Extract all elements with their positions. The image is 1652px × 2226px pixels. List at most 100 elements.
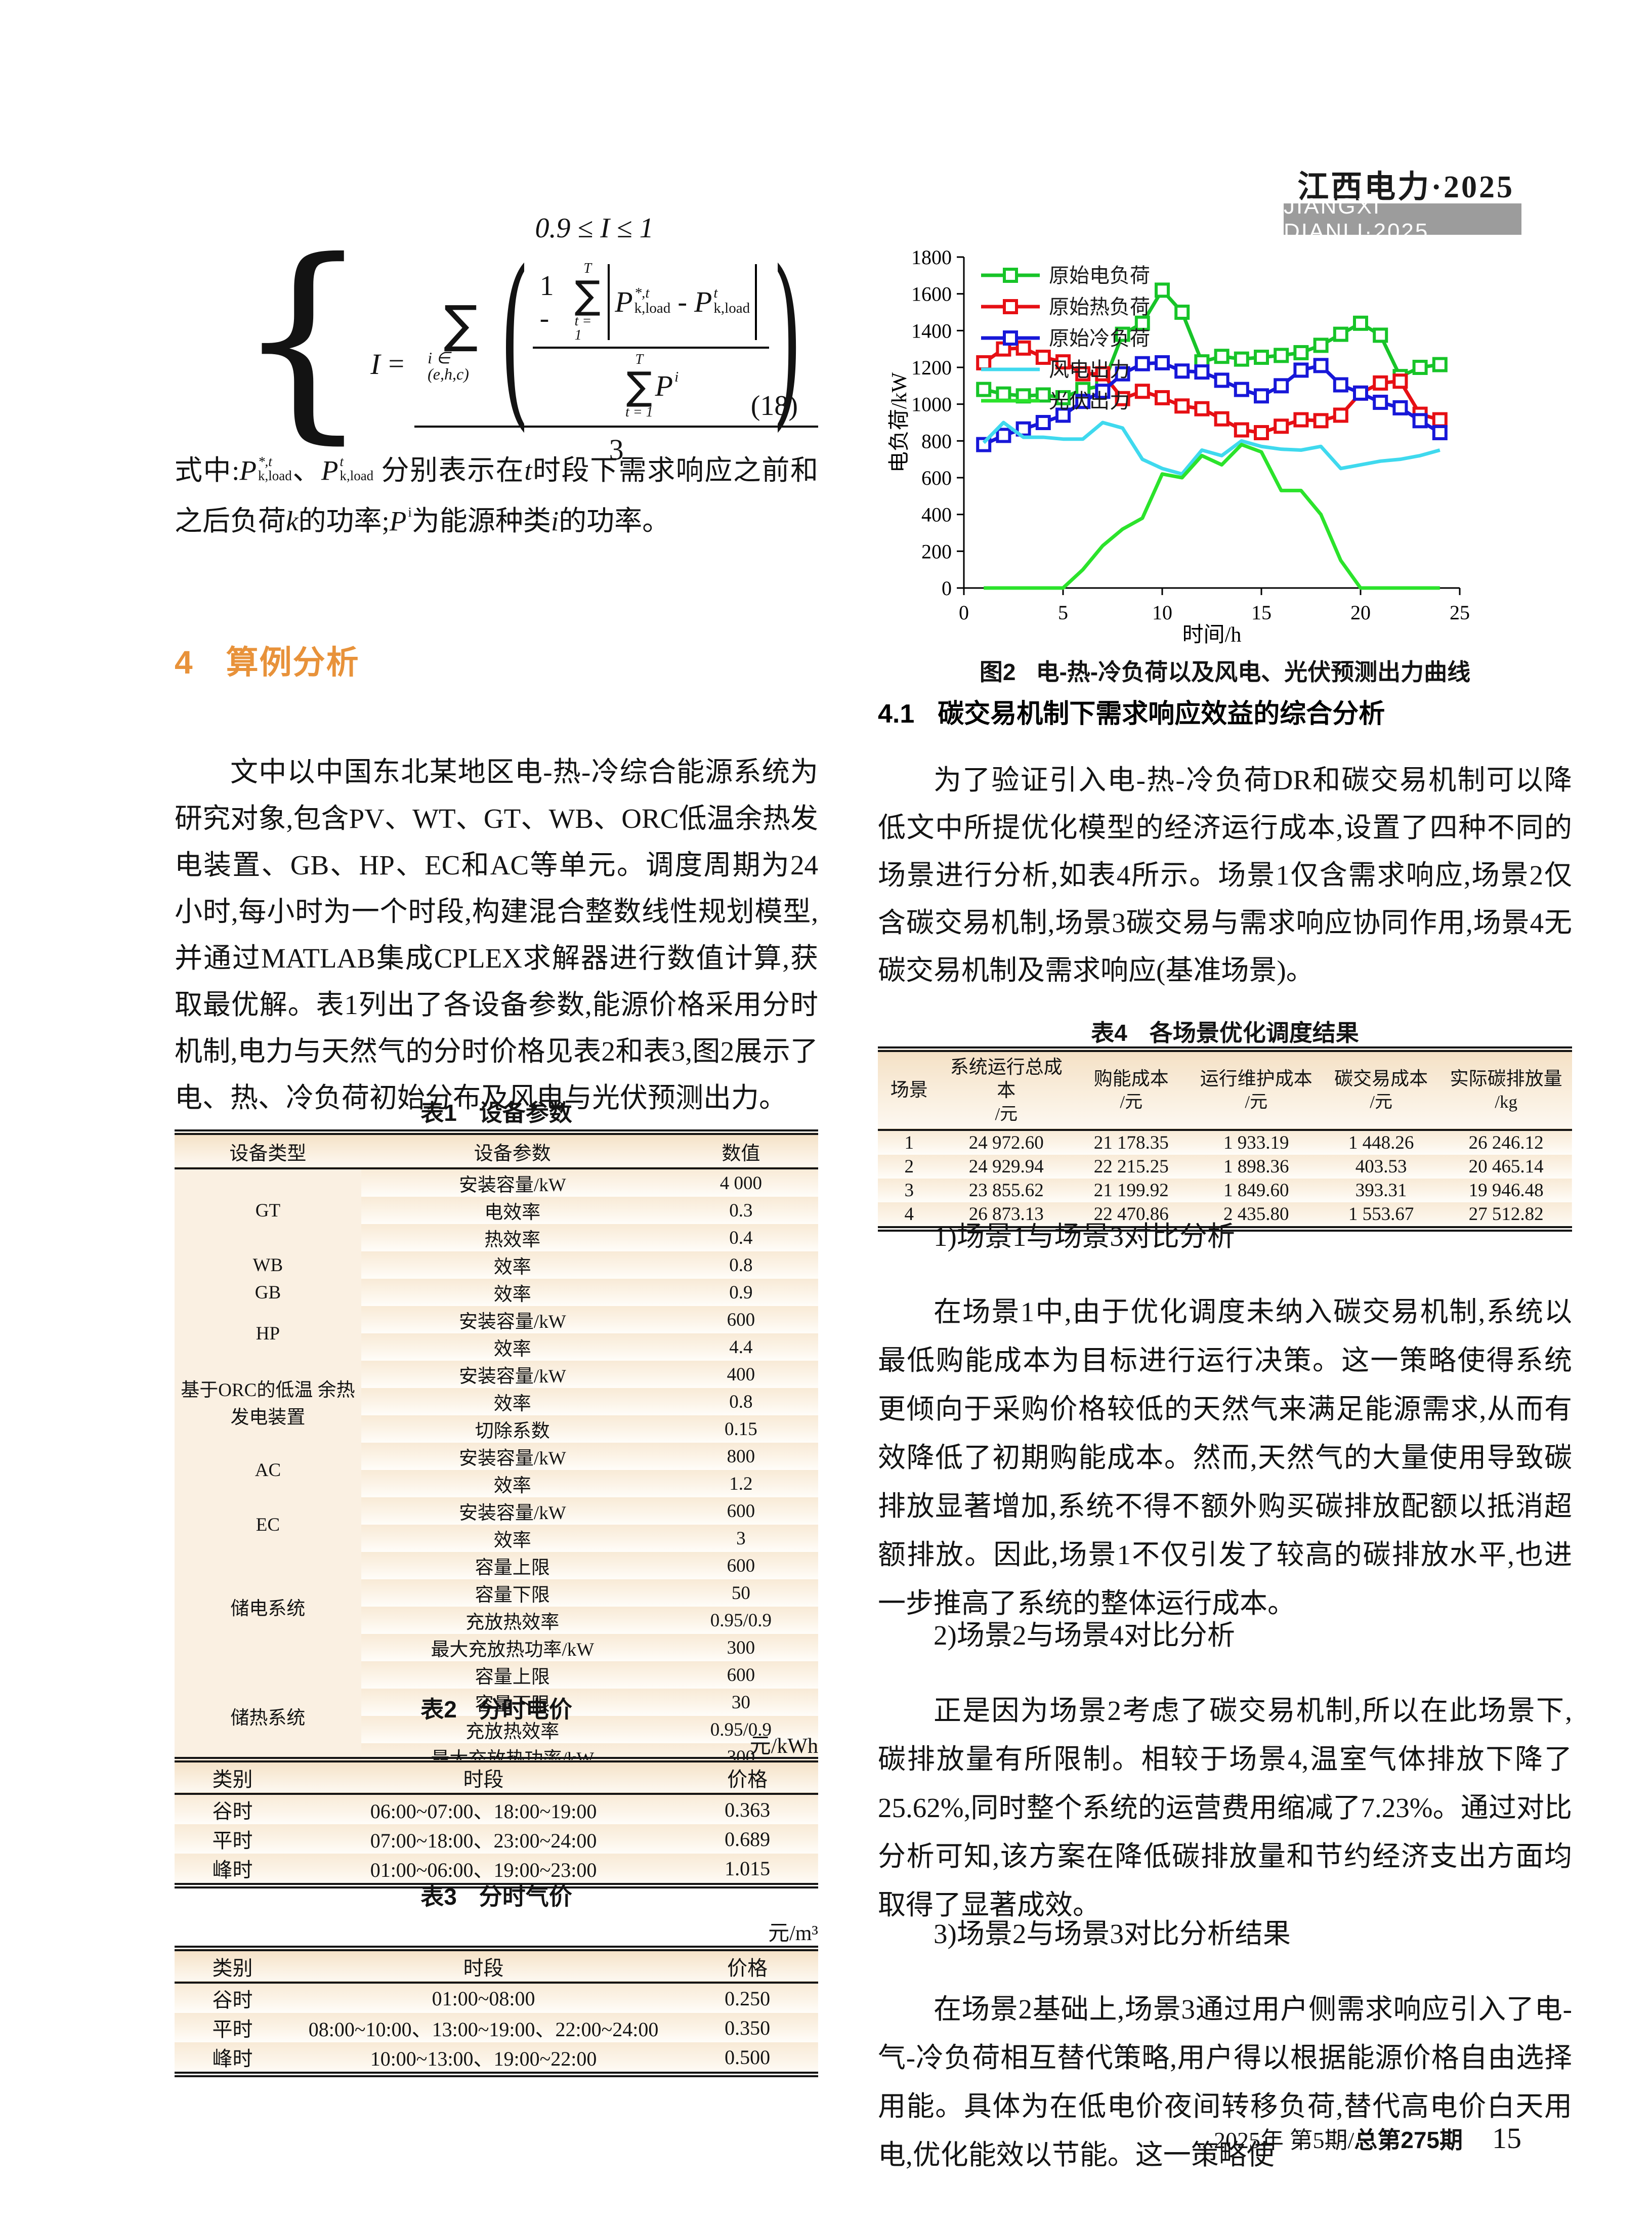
price-cell: 0.350 bbox=[725, 2016, 771, 2039]
table1: 设备类型 设备参数 数值 GT 安装容量/kW 4 000 电效率 0.3 热效率 0.4 W… bbox=[175, 1129, 818, 1776]
svg-text:20: 20 bbox=[1350, 601, 1371, 624]
journal-banner: JIANGXI DIANLI·2025 bbox=[1284, 194, 1521, 244]
table-row: 平时 08:00~10:00、13:00~19:00、22:00~24:00 0.3… bbox=[175, 2013, 818, 2042]
p-before-term: P *,t k,load bbox=[615, 284, 671, 318]
period-cell: 10:00~13:00、19:00~22:00 bbox=[370, 2047, 597, 2070]
value-cell: 22 470.86 bbox=[1093, 1204, 1169, 1225]
param-cell: 效率 bbox=[493, 1394, 531, 1414]
device-cell: 基于ORC的低温 余热发电装置 bbox=[175, 1361, 361, 1443]
figure2-caption: 图2 电-热-冷负荷以及风电、光伏预测出力曲线 bbox=[979, 659, 1471, 685]
brace: { bbox=[235, 215, 371, 463]
param-cell: 效率 bbox=[493, 1339, 531, 1360]
svg-text:600: 600 bbox=[921, 467, 952, 489]
table4-title: 表4 各场景优化调度结果 bbox=[1091, 1020, 1359, 1046]
table-row: 峰时 10:00~13:00、19:00~22:00 0.500 bbox=[175, 2042, 818, 2075]
svg-text:1600: 1600 bbox=[911, 283, 952, 306]
table3-unit: 元/m³ bbox=[768, 1922, 818, 1945]
eq-main: I = ∑ i ∈ (e,h,c) ( 1 - T bbox=[370, 247, 818, 467]
svg-text:1200: 1200 bbox=[911, 356, 952, 379]
table-row: EC 安装容量/kW 600 bbox=[175, 1497, 818, 1552]
scenario-cell: 1 bbox=[904, 1132, 914, 1154]
device-cell: 储热系统 bbox=[175, 1661, 361, 1774]
value-cell: 0.9 bbox=[729, 1282, 753, 1303]
param-cell: 容量下限 bbox=[475, 1585, 550, 1606]
table3: 类别 时段 价格 谷时 01:00~08:00 0.250 平时 08:00~10:00… bbox=[175, 1946, 818, 2077]
price-cell: 0.500 bbox=[725, 2045, 771, 2069]
table-row: 2 24 929.94 22 215.25 1 898.36 403.53 20 465.… bbox=[878, 1155, 1572, 1179]
equation-18: { 0.9 ≤ I ≤ 1 I = ∑ i ∈ (e,h,c) ( 1 bbox=[175, 213, 818, 466]
table1-header-param: 设备参数 bbox=[474, 1143, 551, 1164]
value-cell: 19 946.48 bbox=[1468, 1180, 1544, 1201]
journal-title-year: ·2025 bbox=[1431, 170, 1514, 204]
category-cell: 峰时 bbox=[212, 1859, 253, 1881]
svg-text:时间/h: 时间/h bbox=[1182, 623, 1242, 647]
value-cell: 20 465.14 bbox=[1468, 1156, 1544, 1178]
device-cell: GT bbox=[175, 1168, 361, 1251]
device-cell: WB bbox=[175, 1251, 361, 1279]
page-footer: 2025年 第5期/总第275期 15 bbox=[1214, 2121, 1521, 2155]
param-cell: 效率 bbox=[493, 1257, 531, 1278]
chart-svg: 0 200 400 600 800 1000 1200 1400 1600 1800 0 5 10 15 2… bbox=[888, 246, 1470, 647]
table4-header: 购能成本/元 bbox=[1093, 1069, 1169, 1112]
table-row: 峰时 01:00~06:00、19:00~23:00 1.015 bbox=[175, 1854, 818, 1886]
value-cell: 0.15 bbox=[724, 1418, 757, 1440]
value-cell: 1.2 bbox=[729, 1473, 753, 1494]
param-cell: 容量上限 bbox=[475, 1558, 550, 1578]
param-cell: 效率 bbox=[493, 1476, 531, 1496]
param-cell: 充放热效率 bbox=[465, 1721, 560, 1742]
table-row: 谷时 01:00~08:00 0.250 bbox=[175, 1983, 818, 2013]
svg-text:原始电负荷: 原始电负荷 bbox=[1049, 264, 1150, 287]
value-cell: 27 512.82 bbox=[1468, 1204, 1544, 1225]
period-cell: 07:00~18:00、23:00~24:00 bbox=[370, 1829, 597, 1852]
svg-text:400: 400 bbox=[921, 503, 952, 526]
period-cell: 01:00~08:00 bbox=[432, 1987, 535, 2010]
value-cell: 300 bbox=[727, 1637, 755, 1658]
table-row: AC 安装容量/kW 800 bbox=[175, 1443, 818, 1497]
param-cell: 充放热效率 bbox=[465, 1612, 560, 1633]
scenario-cell: 4 bbox=[904, 1204, 914, 1225]
subheading-scenario-2-4: 2)场景2与场景4对比分析 bbox=[934, 1620, 1235, 1651]
outer-sum: ∑ i ∈ (e,h,c) bbox=[428, 294, 478, 383]
value-cell: 0.8 bbox=[729, 1254, 753, 1276]
param-cell: 容量上限 bbox=[475, 1667, 550, 1688]
svg-text:光伏出力: 光伏出力 bbox=[1049, 390, 1130, 412]
period-cell: 08:00~10:00、13:00~19:00、22:00~24:00 bbox=[308, 2018, 659, 2041]
value-cell: 403.53 bbox=[1355, 1156, 1407, 1178]
value-cell: 0.4 bbox=[729, 1227, 753, 1248]
param-cell: 安装容量/kW bbox=[458, 1175, 566, 1196]
svg-text:原始冷负荷: 原始冷负荷 bbox=[1049, 327, 1150, 350]
table4: 场景 系统运行总成本/元 购能成本/元 运行维护成本/元 碳交易成本/元 实际碳排放量/k… bbox=[878, 1046, 1572, 1232]
param-cell: 切除系数 bbox=[475, 1421, 550, 1442]
device-cell: EC bbox=[175, 1497, 361, 1552]
svg-text:800: 800 bbox=[921, 430, 952, 452]
p-after-term: P t k,load bbox=[694, 284, 750, 318]
table-row: GB 效率 0.9 bbox=[175, 1279, 818, 1306]
value-cell: 0.95/0.9 bbox=[710, 1610, 772, 1631]
footer-issue: 2025年 第5期/ bbox=[1213, 2127, 1354, 2153]
param-cell: 安装容量/kW bbox=[458, 1503, 566, 1524]
value-cell: 30 bbox=[731, 1692, 750, 1713]
svg-text:1800: 1800 bbox=[911, 246, 952, 269]
value-cell: 24 929.94 bbox=[968, 1156, 1044, 1178]
param-cell: 安装容量/kW bbox=[458, 1366, 566, 1387]
table-row: 1 24 972.60 21 178.35 1 933.19 1 448.26 26 24… bbox=[878, 1130, 1572, 1155]
svg-text:5: 5 bbox=[1058, 601, 1068, 624]
value-cell: 2 435.80 bbox=[1223, 1204, 1289, 1225]
value-cell: 24 972.60 bbox=[968, 1132, 1044, 1154]
svg-text:15: 15 bbox=[1251, 601, 1272, 624]
table-row: 储电系统 容量上限 600 bbox=[175, 1552, 818, 1661]
journal-title: 江西电力·2025 bbox=[1297, 161, 1514, 206]
category-cell: 平时 bbox=[212, 1829, 253, 1852]
table-row: WB 效率 0.8 bbox=[175, 1251, 818, 1279]
value-cell: 21 178.35 bbox=[1093, 1132, 1169, 1154]
figure2-chart: 0 200 400 600 800 1000 1200 1400 1600 1800 0 5 10 15 2… bbox=[883, 243, 1480, 648]
table4-header: 碳交易成本/元 bbox=[1334, 1069, 1428, 1112]
section-4-heading: 4 算例分析 bbox=[175, 644, 360, 681]
table4-header: 运行维护成本/元 bbox=[1200, 1069, 1312, 1112]
page-number: 15 bbox=[1492, 2122, 1521, 2155]
table-row: 基于ORC的低温 余热发电装置 安装容量/kW 400 bbox=[175, 1361, 818, 1443]
case-study-paragraph: 文中以中国东北某地区电-热-冷综合能源系统为研究对象,包含PV、WT、GT、WB… bbox=[175, 757, 818, 1113]
price-cell: 0.689 bbox=[725, 1827, 771, 1851]
value-cell: 26 246.12 bbox=[1468, 1132, 1544, 1154]
table-row: 平时 07:00~18:00、23:00~24:00 0.689 bbox=[175, 1824, 818, 1854]
